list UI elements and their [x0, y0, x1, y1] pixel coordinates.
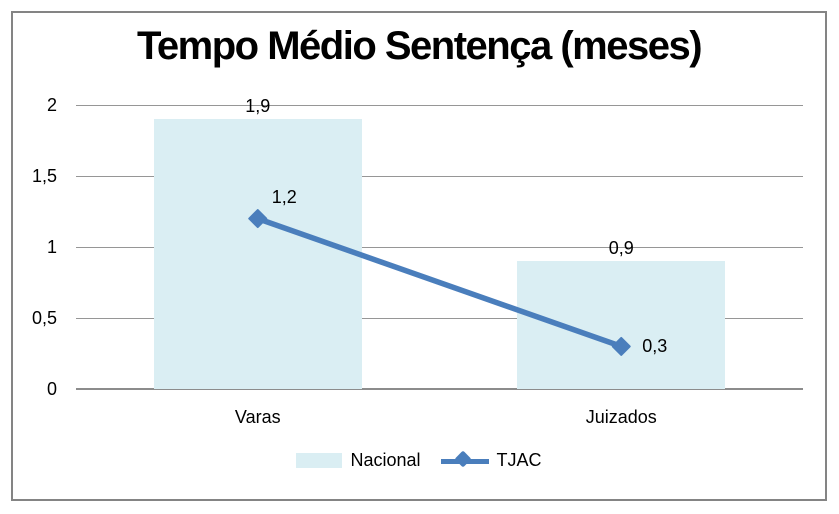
y-gridline	[76, 176, 803, 177]
legend-swatch-nacional	[296, 453, 343, 468]
x-axis-line	[76, 388, 803, 390]
chart-frame	[11, 11, 827, 501]
legend: Nacional TJAC	[11, 450, 827, 471]
line-value-label: 1,2	[271, 186, 297, 207]
y-axis-tick-label: 1,5	[31, 166, 57, 186]
bar-value-label: 1,9	[245, 96, 271, 117]
y-gridline	[76, 105, 803, 106]
y-axis-tick-label: 2	[46, 95, 57, 115]
y-axis-tick-label: 0,5	[31, 308, 57, 328]
bar-varas	[153, 119, 362, 389]
y-axis-tick-label: 0	[46, 379, 57, 399]
x-axis-label-varas: Varas	[234, 407, 281, 427]
x-axis-label-juizados: Juizados	[585, 407, 657, 427]
legend-label-tjac: TJAC	[496, 450, 542, 470]
legend-line-sample-tjac	[440, 450, 489, 470]
bar-value-label: 0,9	[608, 238, 634, 259]
y-axis-tick-label: 1	[46, 237, 57, 257]
bar-juizados	[517, 261, 726, 389]
line-value-label: 0,3	[642, 336, 668, 357]
legend-label-nacional: Nacional	[350, 450, 421, 470]
legend-diamond-icon	[454, 450, 472, 467]
chart-title: Tempo Médio Sentença (meses)	[136, 24, 703, 68]
